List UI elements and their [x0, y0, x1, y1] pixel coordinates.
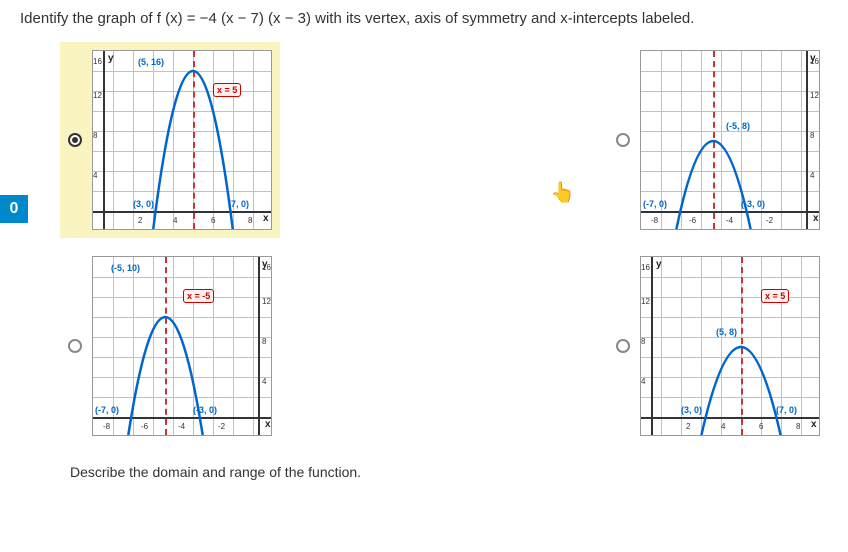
- sym-label-d: x = 5: [761, 289, 789, 303]
- radio-a[interactable]: [68, 133, 82, 147]
- vertex-label-a: (5, 16): [138, 57, 164, 67]
- radio-c[interactable]: [68, 339, 82, 353]
- vertex-label-c: (-5, 10): [111, 263, 140, 273]
- describe-text: Describe the domain and range of the fun…: [70, 464, 828, 480]
- graph-a: (5, 16) x = 5 (3, 0) (7, 0) y x 16 12 8 …: [92, 50, 272, 230]
- root1-b: (-7, 0): [643, 199, 667, 209]
- question-text: Identify the graph of f (x) = −4 (x − 7)…: [20, 10, 828, 27]
- root1-c: (-7, 0): [95, 405, 119, 415]
- root2-b: (-3, 0): [741, 199, 765, 209]
- option-d-row[interactable]: (5, 8) x = 5 (3, 0) (7, 0) y x 16 12 8 4…: [608, 248, 828, 444]
- left-column: (5, 16) x = 5 (3, 0) (7, 0) y x 16 12 8 …: [60, 42, 280, 444]
- root2-c: (-3, 0): [193, 405, 217, 415]
- graph-c: (-5, 10) x = -5 (-7, 0) (-3, 0) y x 16 1…: [92, 256, 272, 436]
- question-badge: 0: [0, 195, 28, 223]
- y-axis-a: y: [108, 53, 114, 64]
- x-axis-a: x: [263, 213, 269, 224]
- vertex-label-d: (5, 8): [716, 327, 737, 337]
- option-b-row[interactable]: (-5, 8) (-7, 0) (-3, 0) y x 16 12 8 4 -8…: [608, 42, 828, 238]
- graph-d: (5, 8) x = 5 (3, 0) (7, 0) y x 16 12 8 4…: [640, 256, 820, 436]
- cursor-icon: 👆: [550, 180, 575, 205]
- root1-a: (3, 0): [133, 199, 154, 209]
- radio-d[interactable]: [616, 339, 630, 353]
- sym-label-c: x = -5: [183, 289, 214, 303]
- option-a-row[interactable]: (5, 16) x = 5 (3, 0) (7, 0) y x 16 12 8 …: [60, 42, 280, 238]
- sym-label-a: x = 5: [213, 83, 241, 97]
- root2-d: (7, 0): [776, 405, 797, 415]
- parabola-b: [641, 51, 819, 229]
- options-grid: (5, 16) x = 5 (3, 0) (7, 0) y x 16 12 8 …: [60, 42, 828, 444]
- vertex-label-b: (-5, 8): [726, 121, 750, 131]
- root1-d: (3, 0): [681, 405, 702, 415]
- x-axis-c: x: [265, 419, 271, 430]
- radio-b[interactable]: [616, 133, 630, 147]
- y-axis-d: y: [656, 259, 662, 270]
- x-axis-d: x: [811, 419, 817, 430]
- graph-b: (-5, 8) (-7, 0) (-3, 0) y x 16 12 8 4 -8…: [640, 50, 820, 230]
- parabola-c: [93, 257, 271, 435]
- option-c-row[interactable]: (-5, 10) x = -5 (-7, 0) (-3, 0) y x 16 1…: [60, 248, 280, 444]
- root2-a: (7, 0): [228, 199, 249, 209]
- x-axis-b: x: [813, 213, 819, 224]
- right-column: (-5, 8) (-7, 0) (-3, 0) y x 16 12 8 4 -8…: [608, 42, 828, 444]
